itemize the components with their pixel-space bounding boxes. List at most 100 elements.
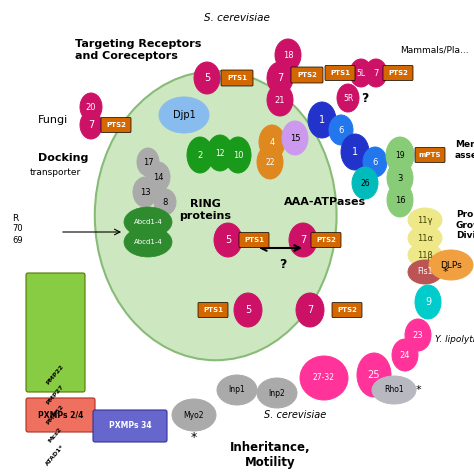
FancyBboxPatch shape — [101, 118, 131, 133]
Ellipse shape — [350, 59, 372, 87]
Text: 9: 9 — [425, 297, 431, 307]
Ellipse shape — [337, 84, 359, 112]
Text: 17: 17 — [143, 157, 153, 166]
Text: PTS1: PTS1 — [330, 70, 350, 76]
Ellipse shape — [146, 162, 170, 192]
Text: PTS2: PTS2 — [106, 122, 126, 128]
Text: 4: 4 — [269, 137, 274, 146]
Ellipse shape — [282, 121, 308, 155]
Text: DLPs: DLPs — [440, 261, 462, 270]
Text: 19: 19 — [395, 151, 405, 159]
FancyBboxPatch shape — [291, 67, 323, 83]
Text: 16: 16 — [395, 195, 405, 204]
Text: 23: 23 — [413, 330, 423, 339]
Text: 5: 5 — [245, 305, 251, 315]
FancyBboxPatch shape — [239, 233, 269, 247]
Text: 3: 3 — [397, 173, 403, 182]
Text: 11β: 11β — [417, 250, 433, 259]
Text: 27-32: 27-32 — [313, 374, 335, 383]
Text: ?: ? — [279, 258, 287, 272]
Ellipse shape — [408, 226, 442, 250]
Text: 69: 69 — [12, 236, 23, 245]
Text: mPTS: mPTS — [419, 152, 441, 158]
Ellipse shape — [372, 376, 416, 404]
Ellipse shape — [341, 134, 369, 170]
Text: ?: ? — [361, 91, 369, 104]
Ellipse shape — [405, 319, 431, 351]
Text: 18: 18 — [283, 51, 293, 60]
Text: PTS2: PTS2 — [297, 72, 317, 78]
Text: Abcd1-4: Abcd1-4 — [134, 219, 163, 225]
Text: S. cerevisiae: S. cerevisiae — [264, 410, 326, 420]
Text: 14: 14 — [153, 173, 163, 182]
FancyBboxPatch shape — [26, 273, 85, 392]
Text: Inheritance,
Motility: Inheritance, Motility — [230, 441, 310, 469]
Text: 1: 1 — [352, 147, 358, 157]
Ellipse shape — [137, 148, 159, 176]
Ellipse shape — [363, 147, 387, 177]
Text: 6: 6 — [338, 126, 344, 135]
Text: PMP52: PMP52 — [45, 404, 65, 426]
Ellipse shape — [194, 62, 220, 94]
Ellipse shape — [124, 227, 172, 257]
Text: PMP27: PMP27 — [45, 384, 65, 406]
Text: PTS2: PTS2 — [316, 237, 336, 243]
Text: Djp1: Djp1 — [173, 110, 195, 120]
Text: 7: 7 — [88, 120, 94, 130]
Text: *: * — [191, 430, 197, 444]
Text: transporter: transporter — [30, 167, 81, 176]
Text: 6: 6 — [372, 157, 378, 166]
Text: PTS1: PTS1 — [203, 307, 223, 313]
Text: Fungi: Fungi — [38, 115, 68, 125]
Text: RING
proteins: RING proteins — [179, 199, 231, 221]
Ellipse shape — [296, 293, 324, 327]
Text: Prolifer-
Growth
Division...: Prolifer- Growth Division... — [456, 210, 474, 240]
Ellipse shape — [217, 375, 257, 405]
FancyBboxPatch shape — [198, 302, 228, 318]
Text: 26: 26 — [360, 179, 370, 188]
Text: PXMPs 2/4: PXMPs 2/4 — [38, 410, 84, 419]
Text: 5R: 5R — [343, 93, 353, 102]
Ellipse shape — [415, 285, 441, 319]
Ellipse shape — [172, 399, 216, 431]
Text: 24: 24 — [400, 350, 410, 359]
Text: 7: 7 — [300, 235, 306, 245]
Ellipse shape — [275, 39, 301, 71]
Text: *: * — [442, 267, 448, 277]
Text: Mcs2: Mcs2 — [47, 427, 63, 444]
Text: 15: 15 — [290, 134, 300, 143]
Text: 21: 21 — [275, 95, 285, 104]
FancyBboxPatch shape — [332, 302, 362, 318]
Ellipse shape — [95, 71, 337, 360]
Text: Abcd1-4: Abcd1-4 — [134, 239, 163, 245]
Text: 22: 22 — [265, 157, 275, 166]
Text: Inp1: Inp1 — [228, 385, 246, 394]
Ellipse shape — [207, 135, 233, 171]
Text: Rho1: Rho1 — [384, 385, 404, 394]
Text: PTS2: PTS2 — [388, 70, 408, 76]
Text: Myo2: Myo2 — [184, 410, 204, 419]
Text: *: * — [415, 385, 421, 395]
Ellipse shape — [214, 223, 242, 257]
Ellipse shape — [365, 59, 387, 87]
Text: 5: 5 — [225, 235, 231, 245]
Ellipse shape — [267, 62, 293, 94]
Text: PTS1: PTS1 — [227, 75, 247, 81]
Text: 11α: 11α — [417, 234, 433, 243]
Text: AAA-ATPases: AAA-ATPases — [284, 197, 366, 207]
Ellipse shape — [392, 339, 418, 371]
Ellipse shape — [154, 189, 176, 215]
Text: Inp2: Inp2 — [269, 389, 285, 398]
FancyBboxPatch shape — [325, 65, 355, 81]
Text: 5L: 5L — [356, 69, 365, 78]
Ellipse shape — [133, 177, 157, 207]
Text: PMP22: PMP22 — [45, 364, 65, 386]
Text: ATAD1*: ATAD1* — [45, 444, 65, 466]
Ellipse shape — [259, 125, 285, 159]
Text: 2: 2 — [197, 151, 202, 159]
Ellipse shape — [159, 97, 209, 133]
Ellipse shape — [80, 93, 102, 121]
Ellipse shape — [267, 84, 293, 116]
Text: 8: 8 — [162, 198, 168, 207]
Ellipse shape — [329, 115, 353, 145]
